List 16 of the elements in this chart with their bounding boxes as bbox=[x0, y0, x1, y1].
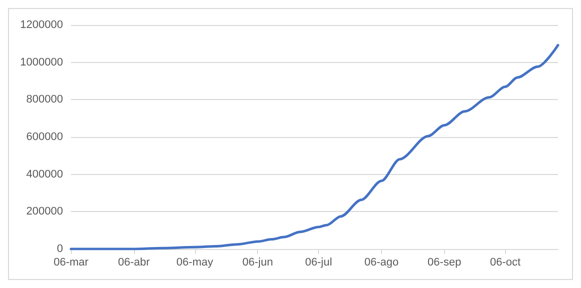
y-tick-label: 0 bbox=[56, 243, 63, 255]
x-tick-label: 06-sep bbox=[428, 256, 462, 268]
x-tick-label: 06-mar bbox=[54, 256, 89, 268]
x-tick-label: 06-oct bbox=[490, 256, 521, 268]
x-tick-label: 06-jun bbox=[242, 256, 273, 268]
y-tick-label: 800000 bbox=[26, 94, 63, 106]
y-tick-label: 200000 bbox=[26, 206, 63, 218]
x-tick-label: 06-may bbox=[176, 256, 214, 268]
y-tick-label: 600000 bbox=[26, 131, 63, 143]
y-tick-label: 1000000 bbox=[20, 56, 63, 68]
x-tick-label: 06-jul bbox=[305, 256, 332, 268]
y-tick-label: 1200000 bbox=[20, 19, 63, 31]
y-tick-label: 400000 bbox=[26, 168, 63, 180]
line-series bbox=[70, 44, 560, 250]
x-tick-label: 06-abr bbox=[118, 256, 150, 268]
x-tick-label: 06-ago bbox=[364, 256, 399, 268]
